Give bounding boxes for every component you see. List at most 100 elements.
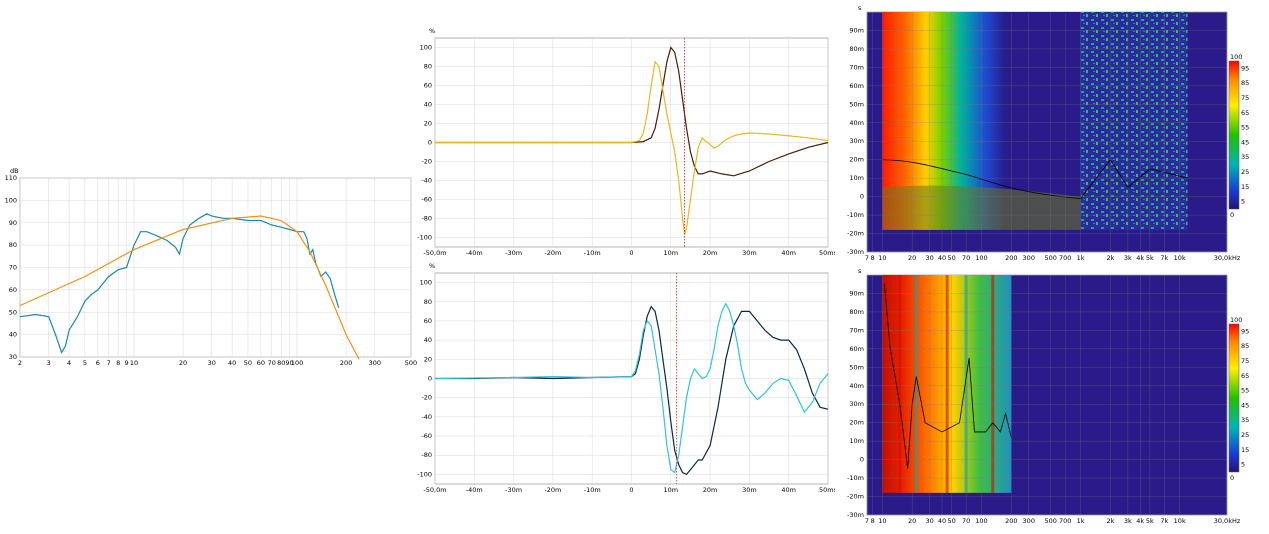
y-tick-label: -20m — [847, 230, 864, 238]
x-tick-label: 20m — [703, 249, 718, 257]
x-tick-label: 10 — [878, 517, 886, 525]
x-tick-label: 500 — [1045, 254, 1057, 262]
colorbar-label: 95 — [1241, 64, 1249, 72]
x-tick-label: 0 — [629, 249, 633, 257]
y-tick-label: -20m — [847, 493, 864, 501]
y-tick-label: -40 — [421, 413, 432, 421]
y-tick-label: -40 — [421, 177, 432, 185]
y-axis-unit: % — [429, 262, 435, 270]
y-tick-label: 50m — [849, 363, 864, 371]
colorbar-label: 65 — [1241, 372, 1249, 380]
x-tick-label: 20 — [908, 517, 916, 525]
x-tick-label: 2k — [1106, 254, 1114, 262]
y-tick-label: 70 — [9, 264, 17, 272]
heatmap-stripe — [1000, 275, 1004, 493]
x-tick-label: -10m — [584, 249, 601, 257]
y-tick-label: 50 — [9, 308, 17, 316]
x-tick-label: 10m — [663, 486, 678, 494]
y-tick-label: 90 — [9, 219, 17, 227]
heatmap-stripe — [991, 275, 995, 493]
x-tick-label: 9 — [124, 359, 128, 367]
x-tick-label: 90 — [285, 359, 293, 367]
y-tick-label: 110 — [5, 174, 17, 182]
x-tick-label: 300 — [1023, 517, 1035, 525]
y-tick-label: -100 — [417, 470, 432, 478]
x-tick-label: 40 — [228, 359, 236, 367]
x-tick-label: 5 — [83, 359, 87, 367]
x-tick-label: -20m — [544, 486, 561, 494]
y-tick-label: 80m — [849, 45, 864, 53]
y-tick-label: 100 — [420, 44, 432, 52]
x-tick-label: 30 — [926, 254, 934, 262]
y-tick-label: 0 — [428, 375, 432, 383]
x-tick-label: 7k — [1160, 254, 1168, 262]
y-tick-label: -30m — [847, 511, 864, 519]
x-tick-label: 50 — [244, 359, 252, 367]
x-tick-label: -30m — [505, 486, 522, 494]
x-tick-label: 10m — [663, 249, 678, 257]
x-tick-label: 30,0kHz — [1214, 517, 1241, 525]
y-tick-label: 40m — [849, 382, 864, 390]
x-tick-label: 7k — [1160, 517, 1168, 525]
series-line-2 — [19, 215, 360, 360]
colorbar-label: 0 — [1230, 474, 1234, 482]
x-tick-label: 4 — [67, 359, 71, 367]
series-line-1 — [435, 305, 829, 476]
x-tick-label: 4k — [1136, 517, 1144, 525]
x-tick-label: 50ms — [819, 249, 835, 257]
x-tick-label: 200 — [340, 359, 352, 367]
x-tick-label: -50,0m — [423, 486, 446, 494]
x-tick-label: 700 — [1059, 254, 1071, 262]
x-tick-label: 5k — [1146, 517, 1154, 525]
y-tick-label: 90m — [849, 26, 864, 34]
x-tick-label: 40 — [938, 517, 946, 525]
x-tick-label: -30m — [505, 249, 522, 257]
x-tick-label: 2 — [18, 359, 22, 367]
x-tick-label: 3 — [47, 359, 51, 367]
x-tick-label: 10k — [1174, 517, 1186, 525]
y-tick-label: 0 — [428, 139, 432, 147]
x-tick-label: 100 — [975, 517, 987, 525]
x-tick-label: 50ms — [819, 486, 835, 494]
x-tick-label: 8 — [871, 254, 875, 262]
x-tick-label: 500 — [1045, 517, 1057, 525]
x-tick-label: 7 — [865, 517, 869, 525]
x-tick-label: 100 — [975, 254, 987, 262]
colorbar-label: 55 — [1241, 124, 1249, 132]
x-tick-label: 8 — [871, 517, 875, 525]
colorbar-label: 15 — [1241, 183, 1249, 191]
y-tick-label: -10m — [847, 474, 864, 482]
colorbar-label: 45 — [1241, 138, 1249, 146]
colorbar-label: 25 — [1241, 431, 1249, 439]
y-tick-label: -100 — [417, 234, 432, 242]
colorbar-label: 35 — [1241, 416, 1249, 424]
x-tick-label: -10m — [584, 486, 601, 494]
y-tick-label: 30 — [9, 353, 17, 361]
colorbar-label: 15 — [1241, 446, 1249, 454]
x-tick-label: 50 — [947, 517, 955, 525]
y-tick-label: -10m — [847, 211, 864, 219]
y-tick-label: 40 — [424, 336, 432, 344]
series-line-2 — [435, 60, 829, 235]
x-tick-label: 50 — [947, 254, 955, 262]
colorbar-label: 85 — [1241, 79, 1249, 87]
x-tick-label: -40m — [466, 486, 483, 494]
x-tick-label: 30 — [926, 517, 934, 525]
x-tick-label: 70 — [962, 254, 970, 262]
colorbar — [1228, 323, 1240, 473]
x-tick-label: 40m — [781, 249, 796, 257]
y-axis-unit: s — [858, 267, 862, 275]
x-tick-label: 30 — [208, 359, 216, 367]
heatmap-stripe — [898, 275, 902, 493]
x-tick-label: 30,0kHz — [1214, 254, 1241, 262]
x-tick-label: 70 — [268, 359, 276, 367]
y-tick-label: 70m — [849, 63, 864, 71]
heatmap-stripe — [945, 275, 949, 493]
colorbar-label: 75 — [1241, 357, 1249, 365]
y-tick-label: 20 — [424, 355, 432, 363]
x-tick-label: 70 — [962, 517, 970, 525]
y-tick-label: 100 — [5, 196, 17, 204]
x-tick-label: 30m — [742, 486, 757, 494]
x-tick-label: 20 — [179, 359, 187, 367]
heatmap-stripe — [914, 275, 918, 493]
